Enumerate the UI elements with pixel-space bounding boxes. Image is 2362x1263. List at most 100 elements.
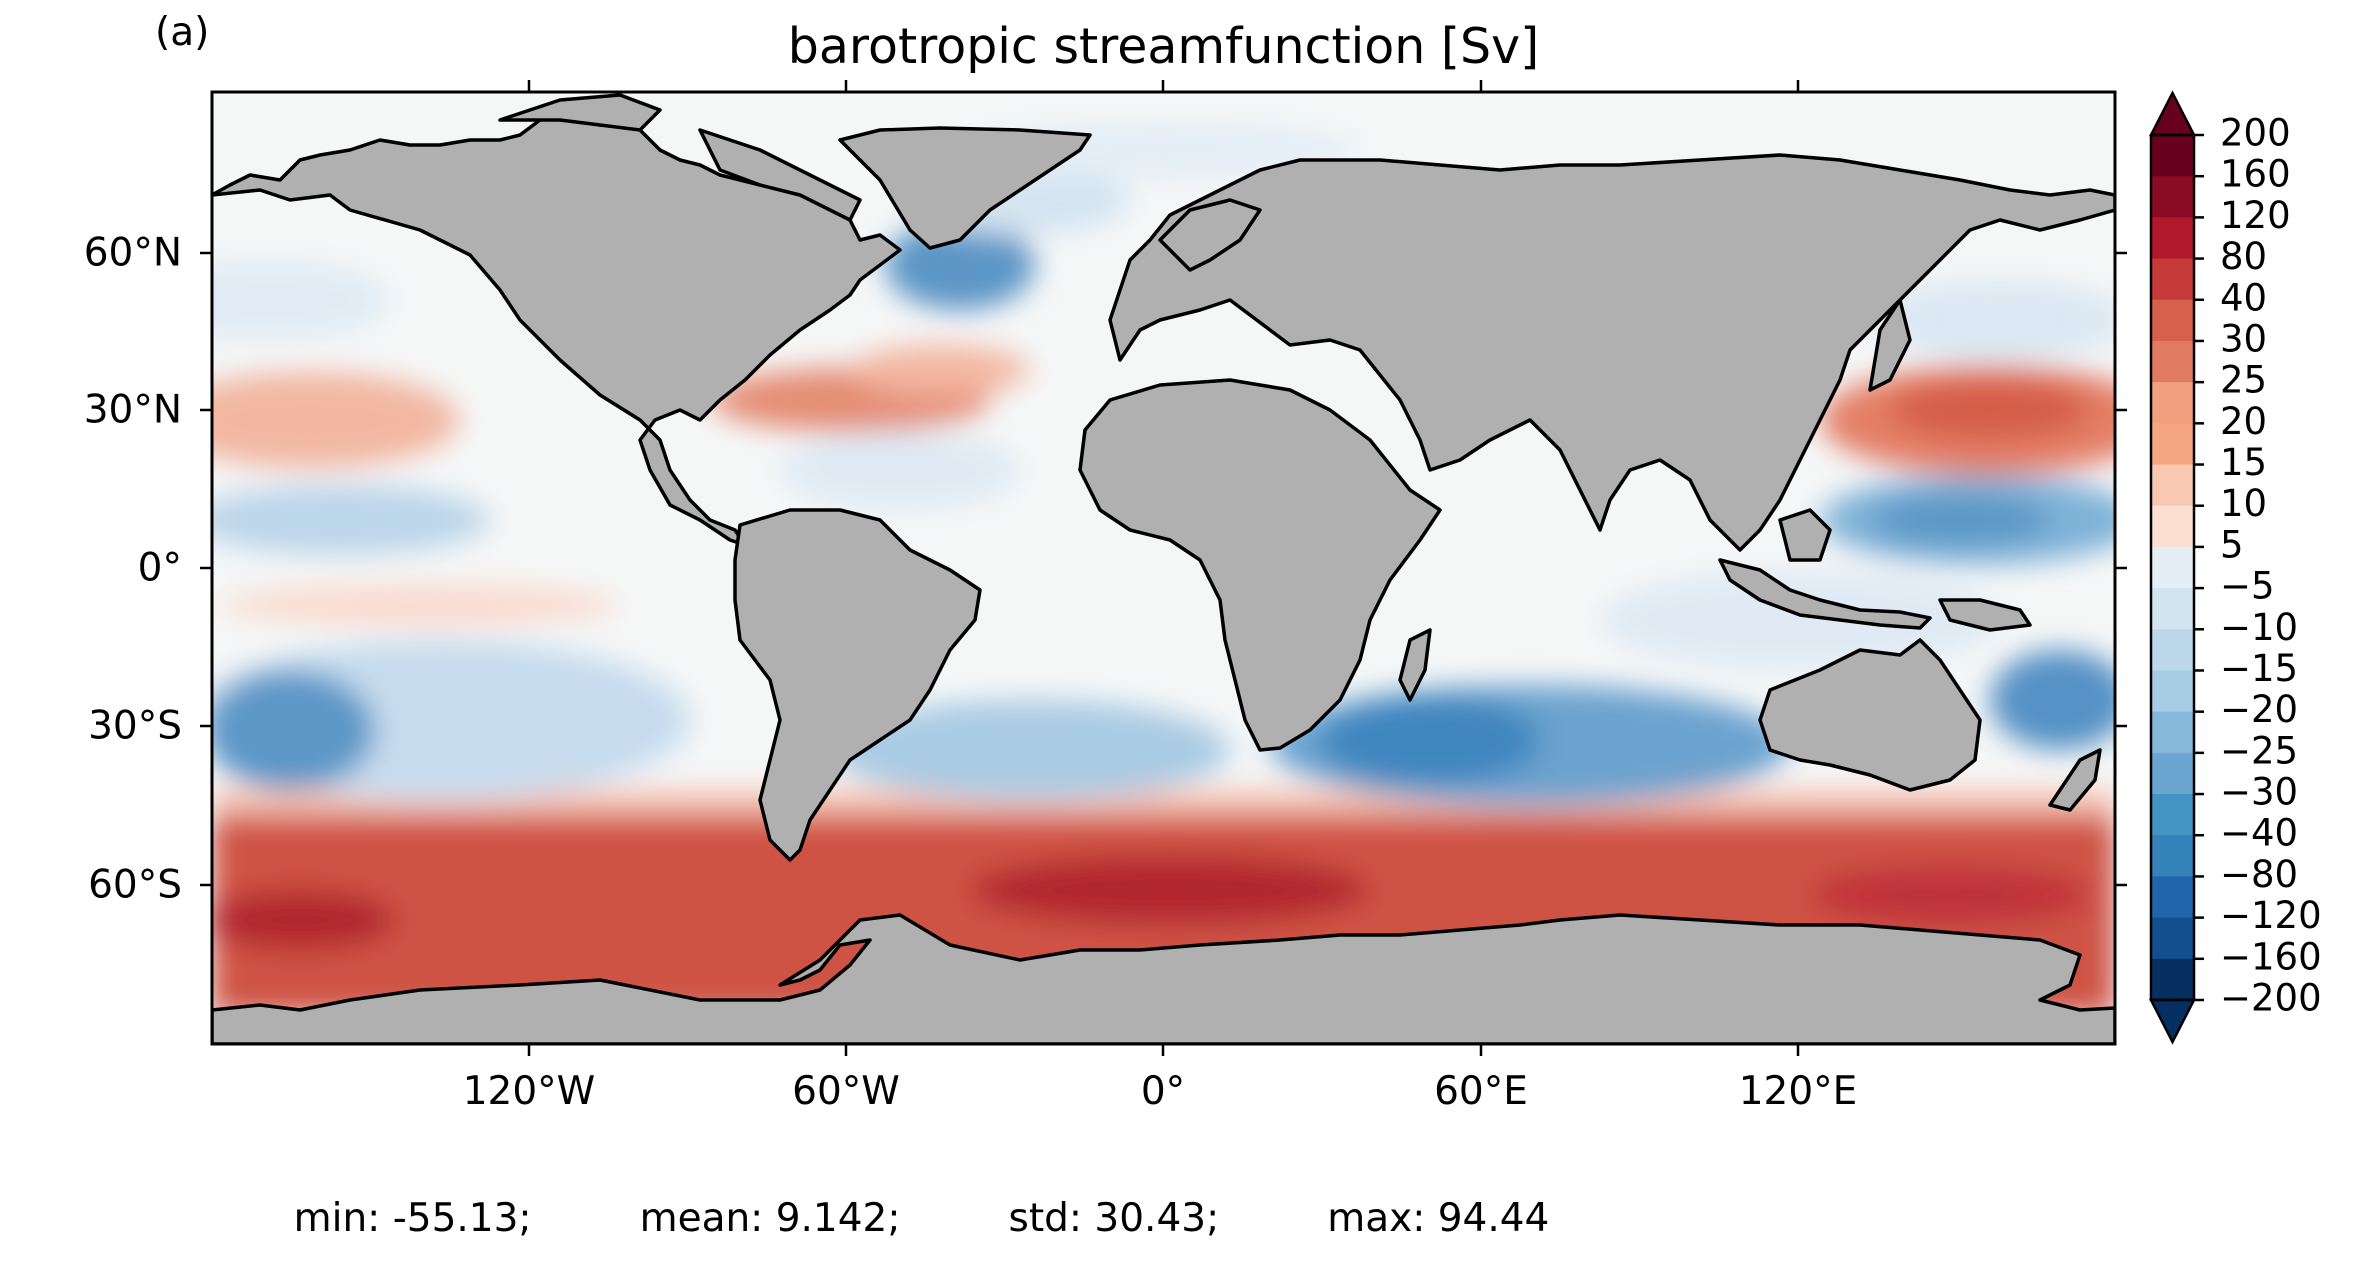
lon-tick-labels: 120°W 60°W 0° 60°E 120°E	[463, 1069, 1858, 1114]
tasman-gyre	[1990, 650, 2115, 750]
colorbar-extend-bottom	[2148, 998, 2197, 1045]
colorbar-swatch	[2151, 258, 2194, 301]
south-atlantic-gyre	[830, 700, 1230, 800]
indonesia	[1718, 558, 1932, 630]
canadian-archipelago	[498, 93, 662, 132]
lat-tick-label: 0°	[138, 546, 182, 591]
south-pacific-gyre-core	[212, 670, 375, 790]
north-atlantic-pink	[850, 345, 1030, 395]
japan	[1868, 298, 1912, 392]
new-zealand	[2048, 748, 2102, 812]
colorbar-label: −120	[2220, 894, 2322, 937]
south-america	[733, 508, 982, 862]
colorbar-swatches	[2151, 135, 2194, 1001]
lat-tick-label: 60°S	[88, 863, 182, 908]
colorbar-swatch	[2151, 340, 2194, 383]
colorbar-swatch	[2151, 835, 2194, 877]
colorbar-swatch	[2151, 176, 2194, 218]
acc-core-pacific	[212, 890, 395, 950]
stats-row: min: -55.13; mean: 9.142; std: 30.43; ma…	[0, 1196, 1843, 1241]
borneo	[1778, 508, 1832, 562]
colorbar-label: −20	[2220, 688, 2298, 731]
colorbar-label: −200	[2220, 977, 2322, 1020]
madagascar	[1398, 628, 1432, 702]
lon-tick-label: 60°E	[1434, 1069, 1528, 1114]
kuroshio-core	[1890, 380, 2090, 440]
new-guinea	[1938, 598, 2032, 632]
colorbar-swatch	[2151, 135, 2194, 177]
colorbar-swatch	[2151, 382, 2194, 424]
scandinavia	[1158, 198, 1262, 272]
colorbar-swatch	[2151, 546, 2194, 589]
colorbar-label: 160	[2220, 153, 2291, 196]
lon-tick-label: 0°	[1141, 1069, 1185, 1114]
colorbar-label: 25	[2220, 359, 2267, 402]
colorbar-label: −5	[2220, 565, 2275, 608]
colorbar-swatch	[2151, 711, 2194, 754]
lon-tick-label: 60°W	[792, 1069, 900, 1114]
colorbar-swatch	[2151, 464, 2194, 507]
colorbar-label: −10	[2220, 606, 2298, 649]
colorbar-label: 30	[2220, 317, 2267, 360]
equatorial-pacific	[220, 585, 620, 625]
colorbar-swatch	[2151, 794, 2194, 836]
antarctica	[212, 913, 2115, 1044]
colorbar-label: −40	[2220, 812, 2298, 855]
colorbar-swatch	[2151, 958, 2194, 1001]
colorbar-swatch	[2151, 917, 2194, 960]
np-subpolar	[212, 260, 390, 340]
axis-ticks	[200, 80, 2127, 1056]
greenland	[838, 126, 1092, 250]
south-indian-gyre-core	[1320, 695, 1540, 785]
colorbar-label: −15	[2220, 647, 2298, 690]
colorbar-label: 40	[2220, 276, 2267, 319]
australia	[1758, 638, 1982, 792]
map-area	[212, 92, 2115, 1044]
colorbar-label: 5	[2220, 523, 2244, 566]
colorbar-swatch	[2151, 588, 2194, 630]
colorbar-swatch	[2151, 876, 2194, 919]
colorbar-label: −80	[2220, 853, 2298, 896]
colorbar-frame	[2149, 133, 2196, 1002]
stat-min: min: -55.13;	[293, 1196, 532, 1241]
colorbar-swatch	[2151, 670, 2194, 713]
colorbar-swatch	[2151, 752, 2194, 795]
baffin-island	[698, 128, 862, 222]
north-atlantic-trop	[780, 430, 1020, 510]
stat-mean: mean: 9.142;	[639, 1196, 901, 1241]
np-subpolar-west	[1870, 280, 2115, 360]
colorbar-label: 20	[2220, 400, 2267, 443]
colorbar-swatch	[2151, 423, 2194, 466]
lat-tick-label: 60°N	[84, 231, 182, 276]
colorbar-label: 15	[2220, 441, 2267, 484]
lat-tick-label: 30°S	[88, 704, 182, 749]
lon-tick-label: 120°E	[1739, 1069, 1858, 1114]
stat-std: std: 30.43;	[1008, 1196, 1220, 1241]
lat-tick-labels: 60°N 30°N 0° 30°S 60°S	[84, 231, 182, 908]
colorbar-swatch	[2151, 505, 2194, 548]
north-america	[212, 108, 902, 547]
acc-core-atlantic	[970, 855, 1370, 925]
colorbar-label: −30	[2220, 771, 2298, 814]
colorbar-extend-top	[2148, 90, 2197, 137]
colorbar-swatch	[2151, 217, 2194, 260]
map-title: barotropic streamfunction [Sv]	[787, 18, 1540, 75]
np-tropical-east	[212, 485, 490, 555]
africa	[1078, 378, 1442, 752]
land	[212, 93, 2115, 1044]
colorbar-swatch	[2151, 299, 2194, 342]
colorbar-label: 200	[2220, 112, 2291, 155]
colorbar-label: −25	[2220, 729, 2298, 772]
colorbar-label: 120	[2220, 194, 2291, 237]
colorbar-swatch	[2151, 629, 2194, 671]
lon-tick-label: 120°W	[463, 1069, 596, 1114]
panel-label: (a)	[155, 10, 210, 55]
colorbar-label: 10	[2220, 482, 2267, 525]
colorbar: 200160120804030252015105−5−10−15−20−25−3…	[2148, 90, 2322, 1045]
np-tropical-west-core	[1870, 495, 2050, 545]
acc-core-indian	[1810, 865, 2090, 925]
lat-tick-label: 30°N	[84, 388, 182, 433]
eurasia	[1108, 153, 2115, 552]
indian-light	[1600, 570, 2000, 670]
colorbar-label: −160	[2220, 935, 2322, 978]
